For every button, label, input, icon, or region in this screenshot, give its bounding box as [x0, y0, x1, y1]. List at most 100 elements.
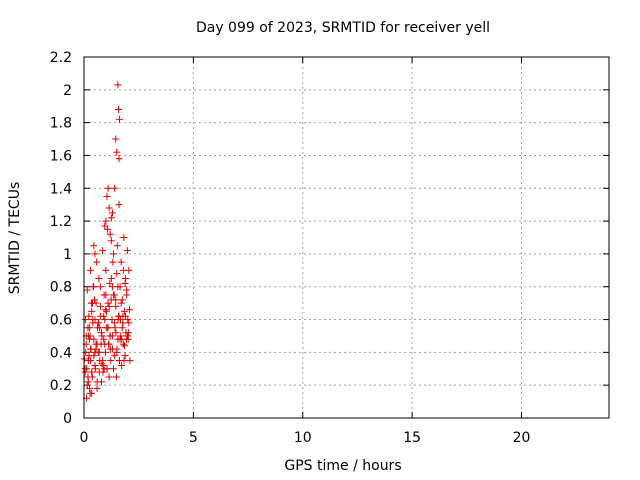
- data-point: [114, 81, 122, 89]
- y-axis-label: SRMTID / TECUs: [7, 182, 23, 295]
- data-point: [120, 342, 128, 350]
- data-point: [121, 279, 129, 287]
- data-point: [112, 135, 120, 143]
- data-point: [96, 324, 104, 332]
- data-point: [85, 312, 93, 320]
- data-point: [88, 389, 96, 397]
- data-point: [108, 283, 116, 291]
- data-point: [93, 384, 101, 392]
- y-tick-label: 0.4: [50, 345, 72, 361]
- data-point: [126, 306, 133, 314]
- chart-title: Day 099 of 2023, SRMTID for receiver yel…: [196, 20, 490, 36]
- data-point: [104, 225, 112, 233]
- data-point: [115, 115, 123, 123]
- data-point: [95, 275, 103, 283]
- data-point: [98, 329, 105, 337]
- data-point: [113, 148, 121, 156]
- data-point: [90, 283, 98, 291]
- data-point: [86, 332, 94, 340]
- data-point: [113, 242, 121, 250]
- data-point: [102, 291, 110, 299]
- data-point: [111, 352, 119, 360]
- data-point: [90, 242, 98, 250]
- y-tick-label: 0.8: [50, 280, 72, 296]
- data-point: [126, 357, 134, 365]
- data-point: [85, 352, 93, 360]
- data-point: [118, 361, 126, 369]
- plot-frame: [83, 56, 610, 419]
- data-point: [107, 275, 115, 283]
- data-point: [96, 302, 104, 310]
- data-point: [101, 348, 109, 356]
- data-point: [107, 214, 115, 222]
- data-point: [105, 204, 113, 212]
- data-point: [105, 373, 113, 381]
- x-tick-label: 10: [294, 430, 312, 446]
- y-tick-label: 1.2: [50, 214, 72, 230]
- data-point: [115, 106, 123, 114]
- data-point: [103, 307, 111, 315]
- data-point: [97, 312, 105, 320]
- data-point: [87, 266, 95, 274]
- data-point: [106, 230, 114, 238]
- y-tick-label: 2: [63, 83, 72, 99]
- data-point: [88, 368, 96, 376]
- y-tick-label: 1.4: [50, 181, 72, 197]
- data-point: [102, 266, 110, 274]
- data-point: [104, 324, 112, 332]
- data-point: [121, 352, 129, 360]
- data-point: [122, 335, 130, 343]
- data-point: [107, 237, 115, 245]
- data-point: [91, 250, 99, 258]
- data-point: [99, 357, 107, 365]
- data-point: [90, 335, 98, 343]
- data-point: [106, 332, 114, 340]
- data-point: [120, 357, 128, 365]
- data-point: [124, 332, 132, 340]
- grid: [84, 57, 609, 418]
- data-point: [107, 357, 115, 365]
- x-axis-label: GPS time / hours: [284, 458, 401, 474]
- data-point: [113, 270, 121, 278]
- data-point: [123, 247, 131, 255]
- data-point: [89, 299, 97, 307]
- data-point: [105, 302, 113, 310]
- data-points: [80, 81, 134, 402]
- data-point: [117, 299, 125, 307]
- data-point: [88, 307, 96, 315]
- data-point: [93, 378, 101, 386]
- data-point: [109, 258, 117, 266]
- data-point: [106, 345, 114, 353]
- data-point: [112, 373, 120, 381]
- data-point: [111, 319, 119, 327]
- data-point: [110, 291, 118, 299]
- x-tick-label: 5: [189, 430, 198, 446]
- data-point: [99, 247, 107, 255]
- data-point: [82, 316, 90, 324]
- y-tick-labels: 0 0.2 0.4 0.6 0.8 1 1.2 1.4 1.6 1.8 2 2.2: [50, 50, 72, 427]
- data-point: [84, 357, 92, 365]
- data-point: [117, 332, 125, 340]
- x-tick-label: 20: [513, 430, 531, 446]
- data-point: [84, 378, 92, 386]
- data-point: [101, 222, 109, 230]
- data-point: [125, 329, 133, 337]
- data-point: [118, 324, 126, 332]
- x-tick-labels: 0 5 10 15 20: [80, 430, 531, 446]
- data-point: [100, 335, 108, 343]
- data-point: [112, 329, 120, 337]
- data-point: [89, 316, 97, 324]
- data-point: [107, 296, 115, 304]
- data-point: [110, 250, 118, 258]
- data-point: [119, 266, 127, 274]
- y-tick-label: 2.2: [50, 50, 72, 66]
- data-point: [118, 296, 126, 304]
- y-tick-label: 0.2: [50, 378, 72, 394]
- data-point: [108, 209, 116, 217]
- data-point: [111, 184, 119, 192]
- data-point: [91, 361, 99, 369]
- data-point: [101, 306, 109, 314]
- data-point: [115, 155, 123, 163]
- data-point: [103, 192, 111, 200]
